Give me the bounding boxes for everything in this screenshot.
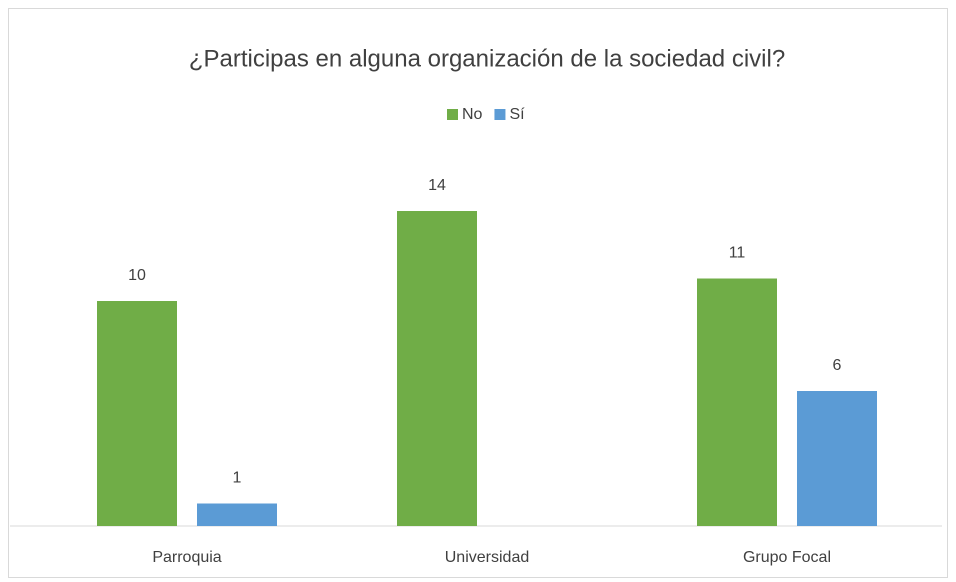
legend-swatch — [447, 109, 458, 120]
x-tick-label: Parroquia — [152, 549, 221, 566]
chart-title: ¿Participas en alguna organización de la… — [189, 45, 785, 72]
data-label: 14 — [428, 177, 446, 194]
bar — [697, 278, 777, 526]
data-label: 6 — [833, 357, 842, 374]
bar — [397, 211, 477, 526]
legend-swatch — [494, 109, 506, 120]
bar — [97, 301, 177, 526]
bar — [797, 391, 877, 526]
data-label: 10 — [128, 267, 146, 284]
x-tick-label: Grupo Focal — [743, 549, 831, 566]
legend-label: No — [462, 106, 483, 123]
legend-label: Sí — [509, 106, 525, 123]
data-label: 11 — [729, 245, 746, 262]
bar — [197, 503, 277, 526]
x-tick-label: Universidad — [445, 549, 529, 566]
data-label: 1 — [233, 470, 242, 487]
